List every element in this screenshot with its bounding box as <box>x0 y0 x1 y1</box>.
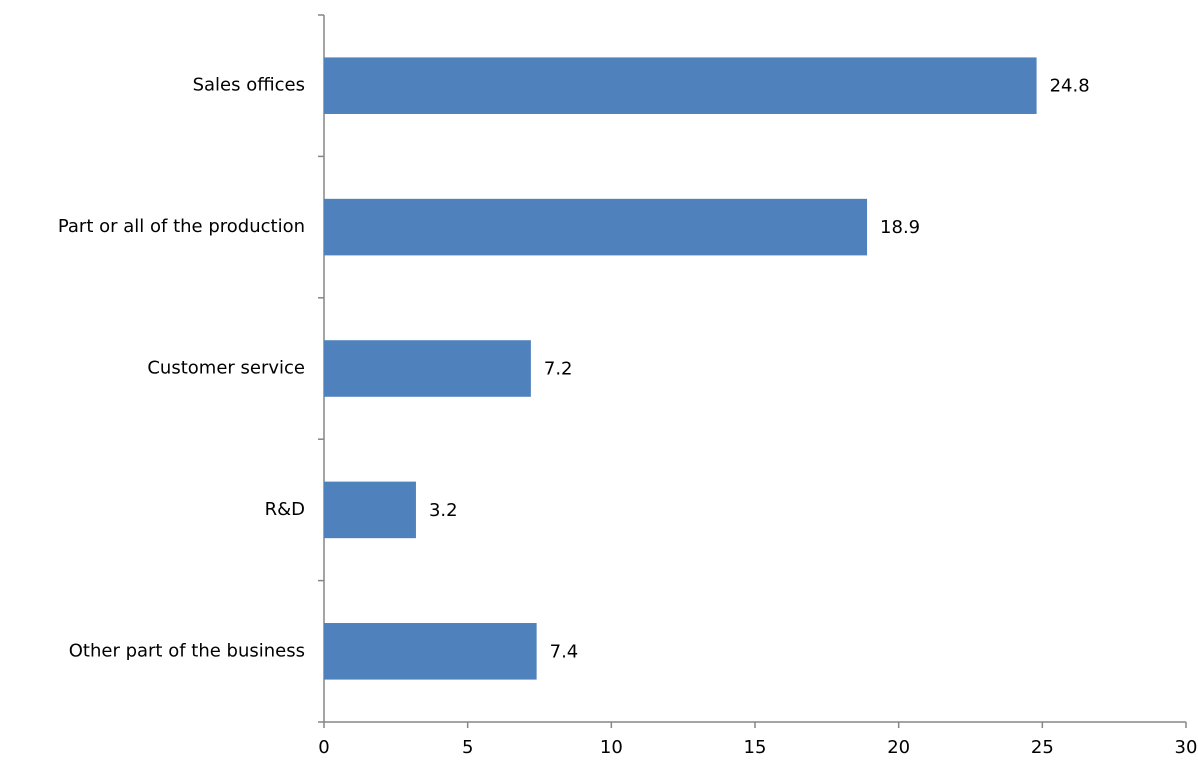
x-tick-label: 30 <box>1175 737 1198 758</box>
bar <box>324 57 1037 114</box>
x-tick-label: 5 <box>462 737 473 758</box>
bar <box>324 340 531 397</box>
data-label: 3.2 <box>429 500 458 521</box>
x-tick-label: 0 <box>318 737 329 758</box>
x-tick-label: 10 <box>600 737 623 758</box>
bar <box>324 623 537 680</box>
x-tick-label: 25 <box>1031 737 1054 758</box>
data-label: 24.8 <box>1050 76 1090 97</box>
data-label: 7.2 <box>544 359 573 380</box>
y-tick-label: Other part of the business <box>69 640 305 661</box>
data-label: 18.9 <box>880 217 920 238</box>
x-tick-label: 20 <box>887 737 910 758</box>
y-tick-label: Part or all of the production <box>58 216 305 237</box>
x-tick-label: 15 <box>744 737 767 758</box>
bar <box>324 481 416 539</box>
y-tick-label: Sales offices <box>193 75 305 96</box>
data-label: 7.4 <box>550 641 579 662</box>
bar <box>324 198 868 256</box>
y-tick-label: R&D <box>265 499 305 520</box>
y-tick-label: Customer service <box>147 358 305 379</box>
